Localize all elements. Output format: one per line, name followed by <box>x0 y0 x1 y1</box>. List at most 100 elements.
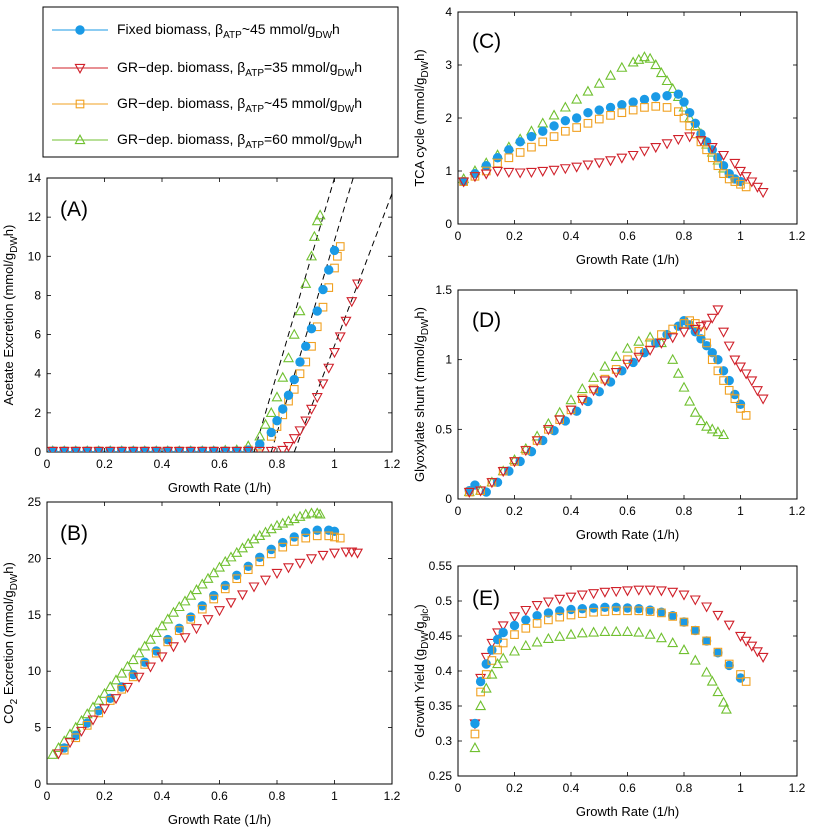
data-point <box>600 607 610 616</box>
data-point <box>719 169 728 179</box>
data-point <box>94 708 104 718</box>
data-point <box>583 118 593 128</box>
y-tick-label: 5 <box>34 721 41 735</box>
y-tick-label: 20 <box>28 551 42 565</box>
data-point <box>712 686 724 697</box>
data-point <box>294 558 306 569</box>
data-point <box>481 670 491 679</box>
data-point <box>470 718 480 729</box>
y-tick-label: 0.5 <box>435 594 452 608</box>
plot-area <box>457 565 798 777</box>
data-point <box>730 394 740 404</box>
data-point <box>679 97 689 107</box>
data-point <box>661 139 673 150</box>
x-tick-label: 0.8 <box>269 457 286 471</box>
data-point <box>633 352 645 363</box>
x-axis-label: Growth Rate (1/h) <box>576 527 679 542</box>
data-point <box>565 394 577 405</box>
legend-label: GR−dep. biomass, βATP=60 mmol/gDWh <box>117 131 362 151</box>
data-point <box>736 404 745 413</box>
data-point <box>278 537 288 548</box>
data-point <box>487 656 497 665</box>
data-point <box>208 446 220 452</box>
data-point <box>254 446 266 452</box>
data-point <box>730 177 740 186</box>
data-point <box>678 590 690 601</box>
data-point <box>81 708 93 719</box>
data-point <box>633 585 645 596</box>
data-point <box>93 694 105 705</box>
data-point <box>98 704 111 715</box>
data-point <box>190 624 203 635</box>
data-point <box>757 188 769 199</box>
data-point <box>741 182 751 192</box>
data-point <box>531 636 543 647</box>
data-point <box>724 659 734 669</box>
panel-title: (C) <box>472 30 501 53</box>
data-point <box>623 606 632 616</box>
data-point <box>621 625 634 636</box>
data-point <box>621 586 634 597</box>
data-point <box>667 82 679 93</box>
data-point <box>520 442 532 453</box>
data-point <box>334 332 346 343</box>
data-point <box>487 645 497 655</box>
data-point <box>588 589 600 600</box>
data-point <box>634 606 644 616</box>
legend-entry-gr35: GR−dep. biomass, βATP=35 mmol/gDWh <box>52 59 362 79</box>
data-point <box>527 142 536 152</box>
data-point <box>695 136 707 147</box>
data-point <box>668 612 678 621</box>
legend-label: GR−dep. biomass, βATP~45 mmol/gDWh <box>117 95 362 115</box>
data-point <box>667 353 679 364</box>
data-point <box>323 363 335 374</box>
data-point <box>583 396 593 407</box>
data-point <box>508 457 521 468</box>
data-point <box>718 366 729 376</box>
data-point <box>294 305 306 316</box>
data-point <box>655 67 667 78</box>
data-point <box>110 694 122 705</box>
data-point <box>121 682 134 693</box>
data-point <box>127 446 139 452</box>
y-tick-label: 8 <box>34 288 41 302</box>
data-point <box>58 446 70 452</box>
y-tick-label: 0 <box>34 445 41 459</box>
data-point <box>509 620 520 631</box>
data-point <box>259 575 272 586</box>
data-point <box>576 382 588 394</box>
y-tick-label: 0.35 <box>429 699 453 713</box>
data-point <box>577 604 587 614</box>
data-point <box>542 597 554 608</box>
data-point <box>185 446 197 452</box>
legend: Fixed biomass, βATP~45 mmol/gDWh GR−dep. … <box>42 6 399 158</box>
series-fixed <box>59 525 340 753</box>
data-point <box>588 386 600 397</box>
data-point <box>532 619 542 628</box>
data-point <box>707 355 717 365</box>
data-point <box>497 652 509 663</box>
legend-marker <box>74 63 86 74</box>
data-point <box>128 446 138 452</box>
x-tick-label: 0 <box>455 781 462 795</box>
y-tick-label: 2 <box>445 111 452 125</box>
data-point <box>542 425 554 436</box>
data-point <box>311 393 323 404</box>
data-point <box>277 445 289 452</box>
data-point <box>346 297 358 308</box>
data-point <box>70 446 82 452</box>
data-point <box>71 446 81 452</box>
data-point <box>724 385 734 395</box>
data-point <box>673 89 684 99</box>
y-tick-label: 10 <box>28 249 42 263</box>
data-point <box>98 687 111 698</box>
data-point <box>559 164 571 175</box>
data-point <box>271 391 283 402</box>
data-point <box>638 146 650 157</box>
data-point <box>679 617 689 627</box>
data-point <box>458 177 470 188</box>
data-point <box>266 549 276 559</box>
data-point <box>288 328 300 339</box>
data-point <box>351 279 364 290</box>
